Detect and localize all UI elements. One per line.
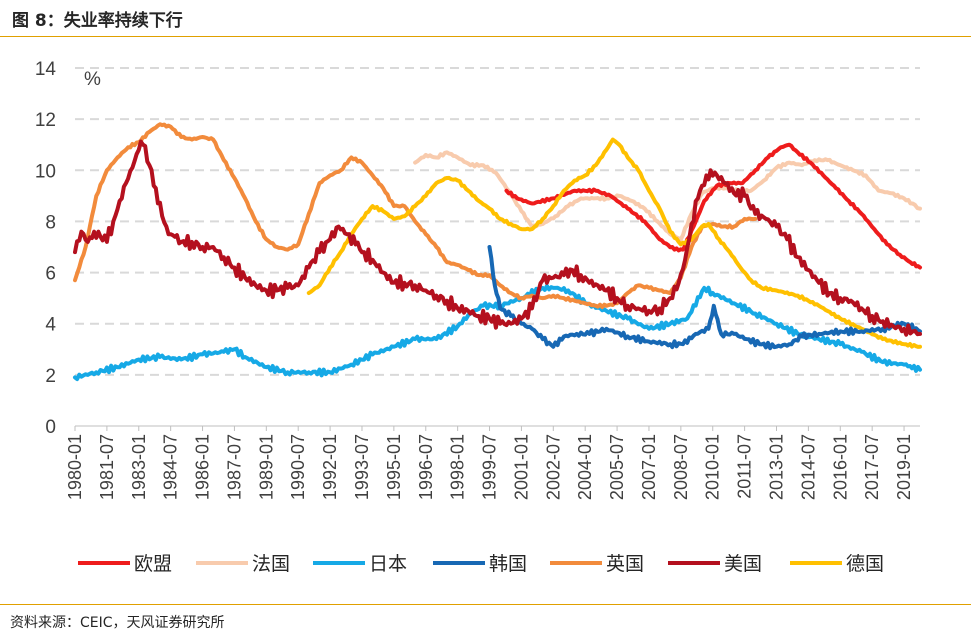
legend-label: 英国 bbox=[606, 553, 644, 575]
x-tick-label: 2008-07 bbox=[671, 434, 691, 500]
y-tick-label: 8 bbox=[45, 212, 56, 233]
x-tick-label: 1995-01 bbox=[384, 434, 404, 500]
x-tick-label: 1984-07 bbox=[161, 434, 181, 500]
legend-label: 美国 bbox=[724, 553, 762, 575]
series-line-4 bbox=[73, 122, 758, 310]
x-axis: 1980-01 1981-07 1983-01 1984-07 1986-01 1987-… bbox=[65, 426, 914, 500]
legend: 欧盟 法国 日本 韩国 英国 美国 德国 bbox=[78, 553, 884, 575]
x-tick-label: 1993-07 bbox=[352, 434, 372, 500]
source-note: 资料来源：CEIC，天风证券研究所 bbox=[10, 615, 225, 631]
x-tick-label: 2017-07 bbox=[862, 434, 882, 500]
x-tick-label: 1987-07 bbox=[224, 434, 244, 500]
series-line-1 bbox=[413, 150, 922, 242]
legend-label: 德国 bbox=[846, 553, 884, 575]
y-tick-label: 0 bbox=[45, 417, 56, 438]
y-tick-label: 10 bbox=[35, 161, 56, 182]
source-divider bbox=[0, 604, 971, 605]
x-tick-label: 1996-07 bbox=[416, 434, 436, 500]
series-line-6 bbox=[306, 137, 922, 349]
x-tick-label: 2007-01 bbox=[639, 434, 659, 500]
x-tick-label: 2019-01 bbox=[894, 434, 914, 500]
legend-label: 欧盟 bbox=[134, 553, 172, 575]
x-tick-label: 1986-01 bbox=[193, 434, 213, 500]
x-tick-label: 2002-07 bbox=[543, 434, 563, 500]
legend-label: 韩国 bbox=[489, 553, 527, 575]
title-divider bbox=[0, 36, 971, 37]
x-tick-label: 1989-01 bbox=[256, 434, 276, 500]
series-line-3 bbox=[487, 245, 922, 351]
figure-title: 图 8：失业率持续下行 bbox=[12, 11, 183, 31]
x-tick-label: 1999-07 bbox=[480, 434, 500, 500]
x-tick-label: 2011-07 bbox=[735, 434, 755, 499]
y-tick-label: 14 bbox=[35, 59, 57, 80]
x-tick-label: 2001-01 bbox=[511, 434, 531, 500]
x-tick-label: 2005-07 bbox=[607, 434, 627, 500]
series-line-2 bbox=[73, 283, 922, 382]
x-tick-label: 1980-01 bbox=[65, 434, 85, 500]
series-lines bbox=[73, 122, 922, 382]
legend-label: 法国 bbox=[252, 553, 290, 575]
x-tick-label: 1998-01 bbox=[448, 434, 468, 500]
y-tick-label: 6 bbox=[45, 264, 56, 285]
x-tick-label: 1983-01 bbox=[129, 434, 149, 500]
x-tick-label: 2010-01 bbox=[703, 434, 723, 500]
x-tick-label: 2004-01 bbox=[575, 434, 595, 500]
series-line-5 bbox=[73, 139, 922, 337]
x-tick-label: 2013-01 bbox=[767, 434, 787, 500]
x-tick-label: 2014-07 bbox=[798, 434, 818, 500]
y-tick-label: 2 bbox=[45, 366, 56, 387]
x-tick-label: 1981-07 bbox=[97, 434, 117, 500]
y-tick-label: 4 bbox=[45, 315, 56, 336]
unemployment-line-chart: 0 2 4 6 8 10 12 14 % 1980-01 1981-07 1983-01 1984-… bbox=[35, 59, 922, 575]
y-axis-unit-label: % bbox=[84, 69, 101, 90]
x-tick-label: 2016-01 bbox=[830, 434, 850, 500]
series-line-0 bbox=[504, 142, 922, 270]
y-tick-label: 12 bbox=[35, 110, 56, 131]
x-tick-label: 1990-07 bbox=[288, 434, 308, 500]
x-tick-label: 1992-01 bbox=[320, 434, 340, 500]
legend-label: 日本 bbox=[369, 553, 407, 575]
y-axis: 0 2 4 6 8 10 12 14 bbox=[35, 59, 57, 438]
